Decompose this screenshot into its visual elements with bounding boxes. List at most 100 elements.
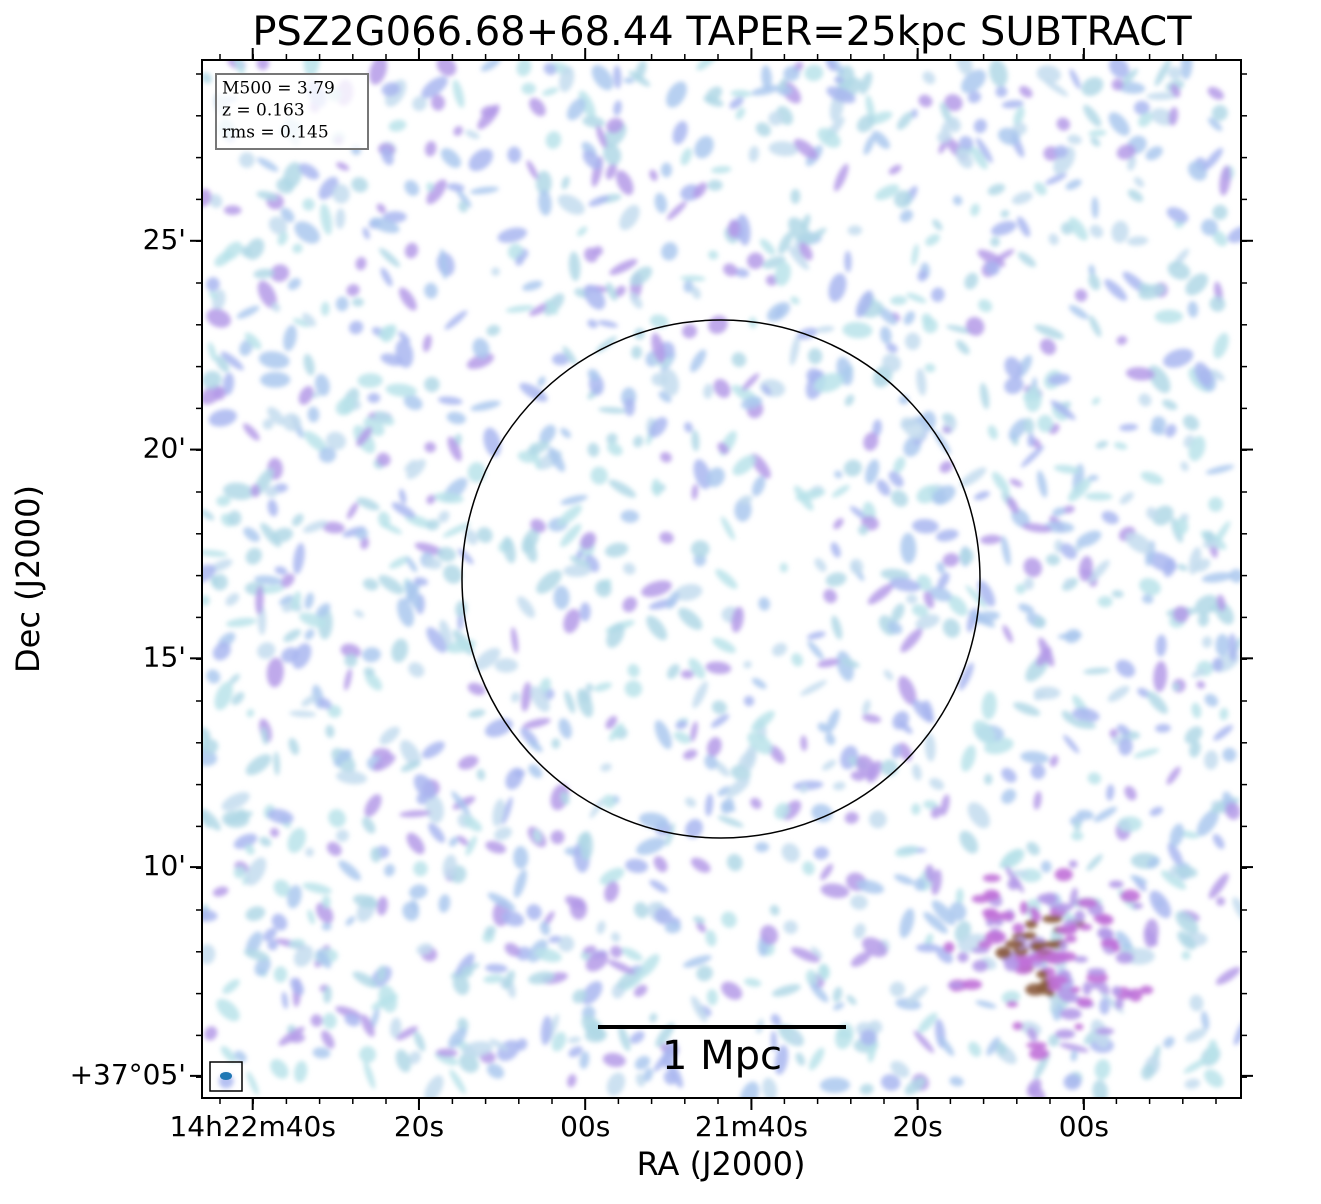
noise-blob xyxy=(649,314,669,329)
noise-blob xyxy=(434,492,464,504)
noise-blob xyxy=(770,1030,778,1052)
noise-blob xyxy=(535,170,552,195)
noise-blob xyxy=(1177,931,1196,950)
noise-blob xyxy=(485,840,507,854)
noise-blob xyxy=(378,985,398,1013)
noise-blob xyxy=(322,521,345,534)
noise-blob xyxy=(862,699,871,715)
noise-blob xyxy=(912,699,935,723)
noise-blob xyxy=(344,668,352,691)
noise-blob xyxy=(673,731,691,744)
beam-box xyxy=(209,1061,243,1092)
noise-blob xyxy=(778,231,793,255)
noise-blob xyxy=(370,217,400,234)
source-blob xyxy=(1054,902,1073,912)
noise-blob xyxy=(458,201,468,213)
noise-blob xyxy=(391,502,416,518)
noise-blob xyxy=(579,602,591,622)
noise-blob xyxy=(577,832,590,848)
noise-blob xyxy=(413,774,436,800)
noise-blob xyxy=(446,411,466,425)
noise-blob xyxy=(273,751,280,776)
noise-blob xyxy=(893,456,906,474)
noise-blob xyxy=(413,1031,426,1052)
noise-blob xyxy=(553,585,570,610)
noise-blob xyxy=(530,686,550,713)
noise-blob xyxy=(1133,748,1160,758)
noise-blob xyxy=(400,760,420,772)
noise-blob xyxy=(282,162,303,190)
noise-blob xyxy=(1147,552,1177,573)
noise-blob xyxy=(751,710,775,732)
noise-blob xyxy=(814,372,844,393)
noise-blob xyxy=(1116,724,1131,737)
noise-blob xyxy=(1064,578,1072,588)
noise-blob xyxy=(1209,296,1226,312)
noise-blob xyxy=(1213,724,1233,741)
noise-blob xyxy=(202,944,216,965)
noise-blob xyxy=(1130,875,1148,885)
noise-blob xyxy=(282,413,302,432)
noise-blob xyxy=(596,125,607,149)
noise-blob xyxy=(537,376,546,387)
noise-blob xyxy=(328,809,346,828)
noise-blob xyxy=(1011,191,1033,205)
noise-blob xyxy=(633,984,648,997)
noise-blob xyxy=(904,332,921,350)
noise-blob xyxy=(847,225,863,236)
noise-blob xyxy=(245,906,266,921)
noise-blob xyxy=(750,85,781,96)
noise-blob xyxy=(1119,492,1134,505)
noise-blob xyxy=(743,660,752,669)
noise-blob xyxy=(255,585,264,615)
noise-blob xyxy=(672,120,688,145)
noise-blob xyxy=(634,902,649,919)
noise-blob xyxy=(1045,173,1067,185)
noise-blob xyxy=(246,709,255,718)
noise-blob xyxy=(1215,633,1230,657)
noise-blob xyxy=(374,411,395,426)
noise-blob xyxy=(598,407,627,414)
source-blob xyxy=(995,947,1012,959)
noise-blob xyxy=(1219,707,1229,721)
noise-blob xyxy=(353,609,365,618)
noise-blob xyxy=(569,897,588,920)
noise-blob xyxy=(1127,155,1137,171)
noise-blob xyxy=(815,325,835,333)
noise-blob xyxy=(705,661,732,675)
noise-blob xyxy=(344,1013,361,1027)
noise-blob xyxy=(456,835,469,846)
noise-blob xyxy=(516,60,532,77)
noise-blob xyxy=(711,700,727,715)
noise-blob xyxy=(220,1046,236,1063)
x-axis-label: RA (J2000) xyxy=(637,1145,806,1183)
noise-blob xyxy=(283,629,301,643)
noise-blob xyxy=(515,255,525,266)
info-mass: M500 = 3.79 xyxy=(222,79,335,99)
noise-blob xyxy=(977,580,996,607)
noise-blob xyxy=(731,606,744,633)
noise-blob xyxy=(826,86,856,104)
noise-blob xyxy=(1207,86,1224,100)
noise-blob xyxy=(208,290,218,300)
noise-blob xyxy=(1083,667,1111,675)
noise-blob xyxy=(455,188,472,208)
noise-blob xyxy=(458,1053,479,1073)
noise-blob xyxy=(223,205,242,216)
noise-blob xyxy=(599,867,625,885)
noise-blob xyxy=(713,378,731,398)
noise-blob xyxy=(750,797,762,810)
noise-blob xyxy=(424,376,440,393)
noise-blob xyxy=(783,66,800,82)
noise-blob xyxy=(899,209,914,223)
source-blob xyxy=(972,960,989,972)
noise-blob xyxy=(774,261,791,286)
noise-blob xyxy=(610,945,623,958)
noise-blob xyxy=(545,131,562,149)
noise-blob xyxy=(987,425,998,440)
noise-blob xyxy=(956,340,970,355)
noise-blob xyxy=(931,287,945,303)
noise-blob xyxy=(602,1052,626,1068)
noise-blob xyxy=(972,720,996,745)
noise-blob xyxy=(634,1055,651,1070)
